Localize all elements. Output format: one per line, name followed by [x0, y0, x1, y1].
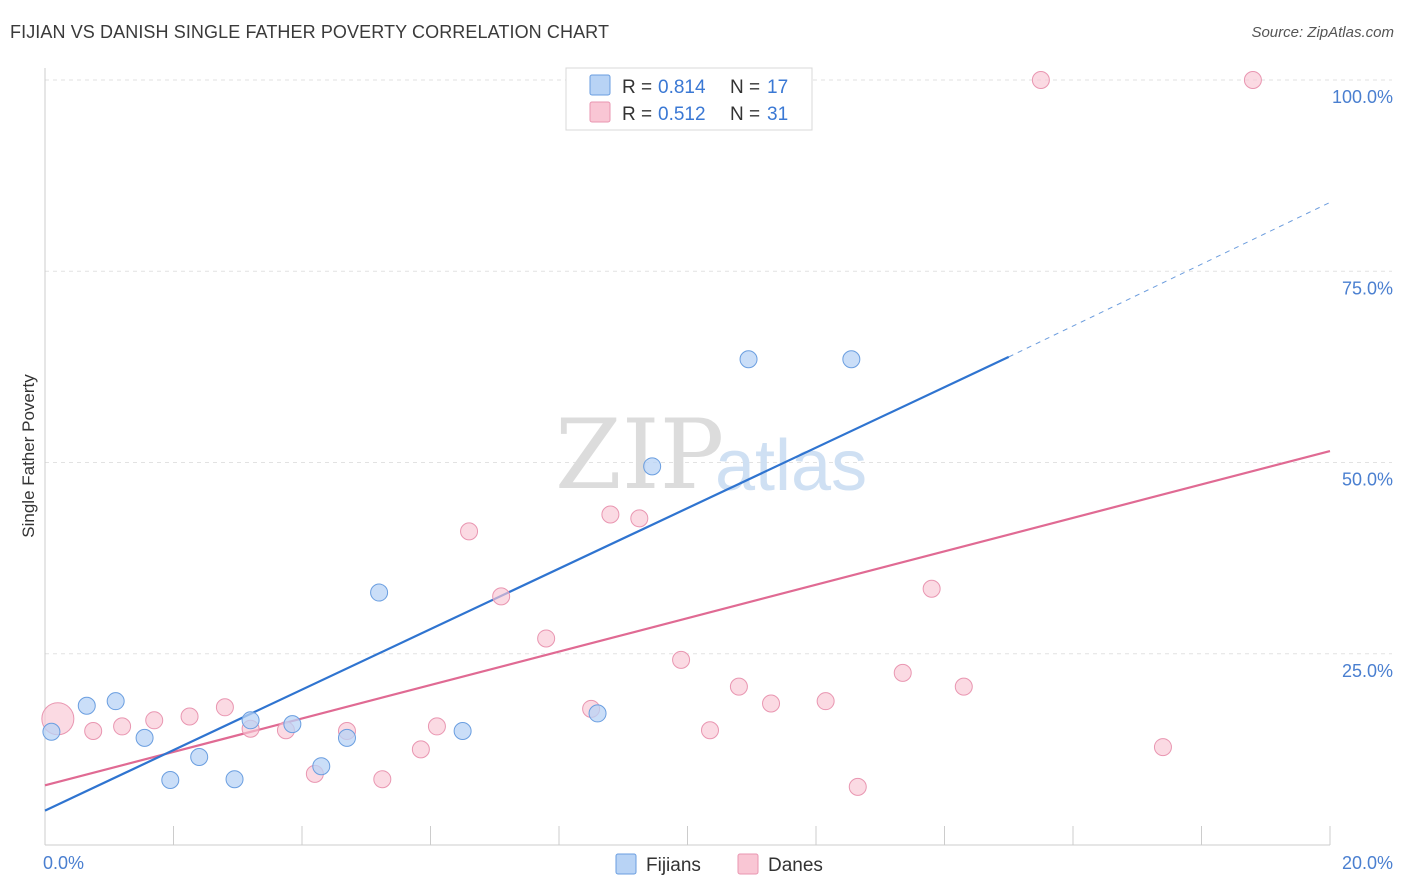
y-tick-label: 50.0% — [1342, 470, 1393, 490]
point-danes — [1153, 738, 1172, 757]
legend-n-value: 31 — [767, 104, 788, 125]
axes — [44, 68, 1331, 846]
x-tick-label: 0.0% — [43, 853, 84, 873]
watermark: ZIP atlas — [555, 399, 867, 511]
y-tick-label: 75.0% — [1342, 278, 1393, 298]
trend-line-fijians — [44, 355, 1010, 812]
point-danes — [537, 629, 556, 648]
point-danes — [893, 663, 912, 682]
point-fijians — [643, 457, 662, 476]
point-fijians — [190, 748, 209, 767]
point-danes — [411, 740, 430, 759]
point-danes — [113, 717, 132, 736]
legend-label-fijians: Fijians — [646, 855, 701, 876]
point-danes — [84, 722, 103, 741]
point-danes — [1243, 71, 1262, 89]
point-fijians — [370, 583, 389, 602]
y-axis-label: Single Father Poverty — [19, 374, 38, 538]
legend-n-label: N = — [730, 104, 760, 125]
point-danes — [460, 522, 479, 541]
trend-line-fijians-extension — [1008, 201, 1331, 358]
point-danes — [922, 579, 941, 598]
point-danes — [762, 694, 781, 713]
point-danes — [1031, 71, 1050, 89]
point-fijians — [283, 715, 302, 734]
legend-n-label: N = — [730, 77, 760, 98]
source-label: Source: ZipAtlas.com — [1251, 24, 1394, 41]
point-danes — [215, 698, 234, 717]
point-danes — [729, 677, 748, 696]
point-fijians — [588, 704, 607, 723]
point-danes — [700, 721, 719, 740]
point-fijians — [241, 711, 260, 730]
grid-lines — [45, 79, 1392, 655]
point-fijians — [161, 770, 180, 789]
point-fijians — [337, 728, 356, 747]
legend-r-value: 0.814 — [658, 77, 706, 98]
point-fijians — [225, 770, 244, 789]
y-tick-label: 25.0% — [1342, 661, 1393, 681]
point-danes — [672, 650, 691, 669]
point-danes — [954, 677, 973, 696]
point-fijians — [842, 350, 861, 369]
legend-swatch-fijians — [589, 74, 611, 96]
chart-title: FIJIAN VS DANISH SINGLE FATHER POVERTY C… — [10, 22, 610, 42]
tick-labels: 25.0% 50.0% 75.0% 100.0% 0.0% 20.0% — [43, 87, 1393, 873]
legend-r-label: R = — [622, 104, 652, 125]
y-tick-label: 100.0% — [1332, 87, 1393, 107]
legend-r-label: R = — [622, 77, 652, 98]
watermark-atlas: atlas — [715, 426, 867, 506]
legend-n-value: 17 — [767, 77, 788, 98]
point-danes — [601, 505, 620, 524]
point-danes — [180, 707, 199, 726]
x-tick-label: 20.0% — [1342, 853, 1393, 873]
point-fijians — [739, 350, 758, 369]
stats-legend: R = 0.814 N = 17 R = 0.512 N = 31 — [565, 67, 813, 131]
point-fijians — [312, 757, 331, 776]
point-fijians — [106, 692, 125, 711]
point-fijians — [135, 728, 154, 747]
point-fijians — [42, 722, 61, 741]
point-danes — [427, 717, 446, 736]
legend-r-value: 0.512 — [658, 104, 706, 125]
watermark-zip: ZIP — [555, 399, 724, 511]
point-fijians — [453, 722, 472, 741]
point-danes — [816, 692, 835, 711]
legend-swatch-danes — [737, 853, 759, 875]
point-danes — [145, 711, 164, 730]
point-danes — [630, 509, 649, 528]
legend-swatch-fijians — [615, 853, 637, 875]
point-danes — [848, 777, 867, 796]
legend-label-danes: Danes — [768, 855, 823, 876]
legend-swatch-danes — [589, 101, 611, 123]
point-fijians — [77, 696, 96, 715]
data-points — [41, 71, 1262, 796]
point-danes — [492, 587, 511, 606]
point-danes — [373, 770, 392, 789]
series-legend: Fijians Danes — [615, 853, 823, 876]
